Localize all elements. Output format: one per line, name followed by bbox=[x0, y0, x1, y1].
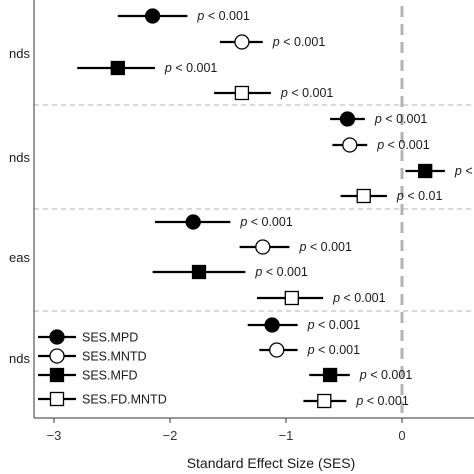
g3-ses-mpd-point bbox=[185, 214, 201, 230]
legend-ses-mpd-marker bbox=[49, 329, 65, 345]
g2-ses-mntd-annotation: p < 0.001 bbox=[376, 138, 430, 152]
g3-ses-mpd-annotation: p < 0.001 bbox=[239, 215, 293, 229]
g1-ses-fd-mntd-point bbox=[234, 85, 250, 101]
x-axis-ticks: −3 −2 −1 0 bbox=[47, 418, 406, 443]
g4-ses-mpd-annotation-p: p bbox=[307, 318, 315, 332]
g4-ses-mntd-annotation: p < 0.001 bbox=[307, 343, 361, 357]
legend-ses-fd-mntd-label: SES.FD.MNTD bbox=[82, 393, 167, 407]
g2-ses-fd-mntd-annotation: p < 0.01 bbox=[396, 189, 443, 203]
g3-ses-mntd-annotation-text: < 0.001 bbox=[306, 240, 352, 254]
g1-ses-mntd-annotation-p: p bbox=[272, 35, 280, 49]
g1-ses-mntd-annotation: p < 0.001 bbox=[272, 35, 326, 49]
g3-ses-fd-mntd-annotation-p: p bbox=[332, 291, 340, 305]
g2-ses-mpd-annotation-p: p bbox=[374, 112, 382, 126]
g1-ses-mfd-annotation-p: p bbox=[164, 61, 172, 75]
g1-ses-fd-mntd-annotation-text: < 0.001 bbox=[288, 86, 334, 100]
g1-ses-mfd-annotation: p < 0.001 bbox=[164, 61, 218, 75]
group-separators bbox=[34, 104, 474, 312]
legend-ses-mntd-marker bbox=[49, 348, 65, 364]
g2-ses-fd-mntd-annotation-text: < 0.01 bbox=[404, 189, 443, 203]
x-tick-label--3: −3 bbox=[47, 428, 62, 443]
g3-ses-fd-mntd-annotation: p < 0.001 bbox=[332, 291, 386, 305]
legend: SES.MPD SES.MNTD SES.MFD SES.FD.MNTD bbox=[38, 329, 167, 407]
g4-ses-mntd-point bbox=[269, 342, 285, 358]
g2-ses-mntd-annotation-p: p bbox=[376, 138, 384, 152]
g2-ses-fd-mntd-point bbox=[356, 188, 371, 204]
g1-ses-mpd-annotation-text: < 0.001 bbox=[204, 9, 250, 23]
g4-ses-fd-mntd-annotation: p < 0.001 bbox=[355, 394, 409, 408]
group-label-2: nds bbox=[9, 150, 30, 165]
legend-ses-fd-mntd-marker bbox=[49, 391, 65, 407]
g3-ses-mntd-annotation: p < 0.001 bbox=[298, 240, 352, 254]
x-tick-label-0: 0 bbox=[398, 428, 405, 443]
g3-ses-fd-mntd-annotation-text: < 0.001 bbox=[340, 291, 386, 305]
g2-ses-mpd-annotation-text: < 0.001 bbox=[382, 112, 428, 126]
g3-ses-mfd-point bbox=[191, 264, 207, 280]
g1-ses-fd-mntd-annotation: p < 0.001 bbox=[280, 86, 334, 100]
g3-ses-mpd-annotation-text: < 0.001 bbox=[247, 215, 293, 229]
g2-ses-mntd-point bbox=[342, 137, 358, 153]
g3-ses-mfd-annotation: p < 0.001 bbox=[254, 265, 308, 279]
g3-ses-fd-mntd-point bbox=[284, 290, 299, 306]
g4-ses-fd-mntd-annotation-p: p bbox=[355, 394, 363, 408]
g2-ses-mpd-point bbox=[339, 111, 356, 127]
g4-ses-mpd-annotation-text: < 0.001 bbox=[315, 318, 361, 332]
g3-ses-mpd-annotation-p: p bbox=[239, 215, 247, 229]
g4-ses-mfd-annotation-text: < 0.001 bbox=[367, 368, 413, 382]
g1-ses-mpd-annotation-p: p bbox=[196, 9, 204, 23]
group-label-1: nds bbox=[9, 46, 30, 61]
g1-ses-mntd-annotation-text: < 0.001 bbox=[280, 35, 326, 49]
legend-ses-mntd-label: SES.MNTD bbox=[82, 350, 147, 364]
group-label-3: eas bbox=[9, 250, 30, 265]
legend-ses-mfd-label: SES.MFD bbox=[82, 369, 138, 383]
g3-ses-mfd-annotation-p: p bbox=[254, 265, 262, 279]
g3-ses-mntd-annotation-p: p bbox=[298, 240, 306, 254]
g4-ses-fd-mntd-annotation-text: < 0.001 bbox=[363, 394, 409, 408]
g4-ses-fd-mntd-point bbox=[317, 393, 332, 409]
g2-ses-mfd-annotation-text: < bbox=[462, 164, 473, 178]
g1-ses-mntd-point bbox=[234, 34, 250, 50]
g2-ses-fd-mntd-annotation-p: p bbox=[396, 189, 404, 203]
g1-ses-mpd-annotation: p < 0.001 bbox=[196, 9, 250, 23]
legend-ses-mpd-label: SES.MPD bbox=[82, 331, 138, 345]
g2-ses-mntd-annotation-text: < 0.001 bbox=[384, 138, 430, 152]
g1-ses-mpd-point bbox=[144, 8, 161, 24]
g4-ses-mntd-annotation-p: p bbox=[307, 343, 315, 357]
g1-ses-mfd-annotation-text: < 0.001 bbox=[172, 61, 218, 75]
legend-ses-mfd-marker bbox=[49, 367, 65, 383]
g1-ses-mfd-point bbox=[110, 60, 125, 76]
g3-ses-mntd-point bbox=[255, 239, 271, 255]
g2-ses-mfd-annotation-p: p bbox=[454, 164, 462, 178]
group-labels: nds nds eas nds bbox=[9, 0, 35, 418]
g4-ses-mpd-point bbox=[264, 317, 280, 333]
x-axis-title: Standard Effect Size (SES) bbox=[187, 455, 356, 471]
g4-ses-mntd-annotation-text: < 0.001 bbox=[315, 343, 361, 357]
group-label-4: nds bbox=[9, 351, 30, 366]
g2-ses-mfd-annotation: p < bbox=[454, 164, 473, 178]
g4-ses-mfd-annotation-p: p bbox=[359, 368, 367, 382]
g4-ses-mfd-annotation: p < 0.001 bbox=[359, 368, 413, 382]
g4-ses-mpd-annotation: p < 0.001 bbox=[307, 318, 361, 332]
g3-ses-mfd-annotation-text: < 0.001 bbox=[262, 265, 308, 279]
g1-ses-fd-mntd-annotation-p: p bbox=[280, 86, 288, 100]
g2-ses-mfd-point bbox=[418, 163, 433, 179]
x-tick-label--1: −1 bbox=[279, 428, 294, 443]
g2-ses-mpd-annotation: p < 0.001 bbox=[374, 112, 428, 126]
g4-ses-mfd-point bbox=[322, 367, 338, 383]
x-tick-label--2: −2 bbox=[163, 428, 178, 443]
